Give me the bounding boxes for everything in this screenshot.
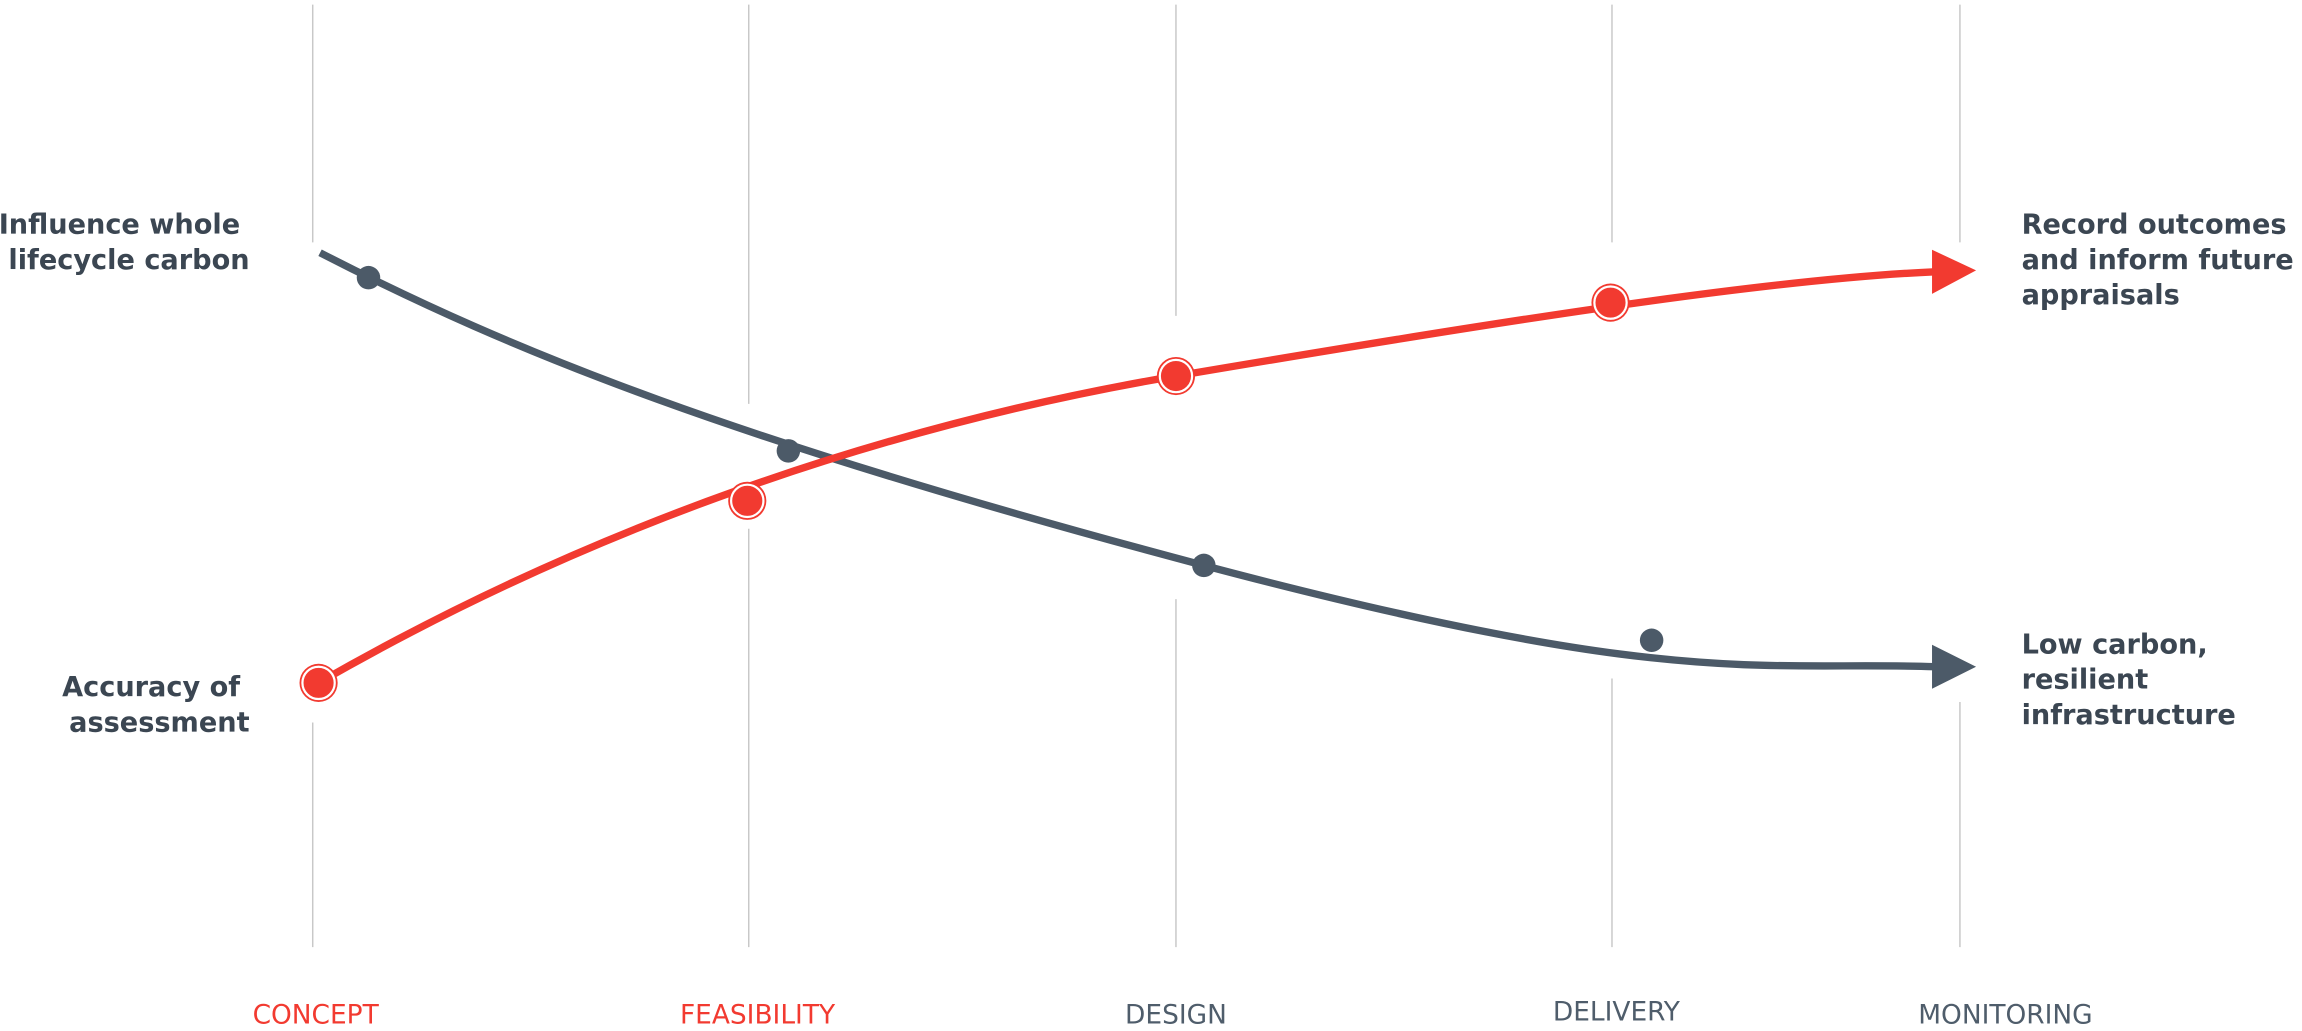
stage-lines [311,4,1961,948]
stage-label: DELIVERY [1553,997,1681,1028]
marker [1156,356,1196,396]
stage-label: MONITORING [1918,999,2092,1030]
right-bottom-label: Low carbon, resilient infrastructure [2022,630,2236,731]
marker [1192,553,1216,578]
label-line: appraisals [2022,280,2180,311]
marker [356,265,381,290]
stage-labels: CONCEPT FEASIBILITY DESIGN DELIVERY MONITORI… [253,997,2093,1031]
marker [1639,628,1664,653]
arrowhead [1932,249,1977,294]
label-line: Accuracy of [62,672,241,703]
label-line: and inform future [2022,245,2294,276]
label-line: Record outcomes [2022,210,2287,241]
label-line: lifecycle carbon [8,245,249,276]
label-line: Low carbon, [2022,630,2208,661]
stage-label: CONCEPT [253,999,380,1030]
label-line: infrastructure [2022,700,2236,731]
right-top-label: Record outcomes and inform future apprai… [2022,210,2302,311]
label-line: assessment [69,707,249,738]
arrowhead [1932,644,1977,689]
influence-curve [318,249,1936,671]
influence-markers [356,265,1664,653]
marker [1591,283,1630,322]
label-line: Influence whole [0,210,240,241]
stage-label: DESIGN [1125,999,1227,1030]
accuracy-curve [316,268,1936,687]
label-line: resilient [2022,665,2149,696]
accuracy-markers [299,283,1630,702]
left-top-label: Influence whole lifecycle carbon [0,210,250,276]
marker [299,663,338,702]
left-bottom-label: Accuracy of assessment [62,672,249,738]
marker [728,481,767,520]
stage-label: FEASIBILITY [680,999,836,1030]
marker [776,439,801,463]
